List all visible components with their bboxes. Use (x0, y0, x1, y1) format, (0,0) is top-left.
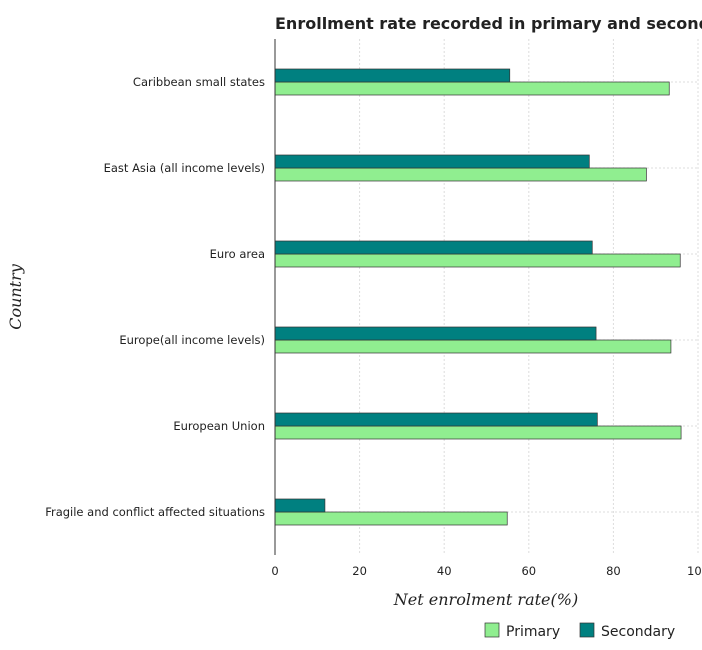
y-category-label: European Union (173, 419, 265, 433)
x-tick-label: 20 (352, 564, 367, 578)
y-categories: Caribbean small states East Asia (all inc… (45, 75, 265, 519)
bar-primary (274, 339, 672, 354)
bar-primary (274, 81, 670, 96)
y-category-label: East Asia (all income levels) (104, 161, 265, 175)
bar-secondary (274, 326, 597, 341)
legend-swatch (579, 622, 595, 638)
x-tick-label: 100 (687, 564, 702, 578)
grid (274, 39, 699, 555)
x-ticks: 0 20 40 60 80 100 (271, 564, 702, 578)
bar-primary (274, 167, 647, 182)
x-tick-label: 0 (271, 564, 278, 578)
bar-secondary (274, 68, 511, 83)
bar-secondary (274, 154, 590, 169)
bar-secondary (274, 240, 593, 255)
legend-swatch (484, 622, 500, 638)
bars (274, 68, 682, 526)
legend-label: Secondary (601, 624, 675, 640)
y-category-label: Caribbean small states (133, 75, 265, 89)
bar-primary (274, 253, 681, 268)
bar-secondary (274, 412, 598, 427)
bar-primary (274, 425, 682, 440)
y-category-label: Euro area (210, 247, 265, 261)
y-category-label: Europe(all income levels) (119, 333, 265, 347)
x-tick-label: 80 (606, 564, 621, 578)
bar-secondary (274, 498, 326, 513)
bar-primary (274, 511, 508, 526)
y-category-label: Fragile and conflict affected situations (45, 505, 265, 519)
legend: Primary Secondary (484, 622, 675, 640)
x-axis-label: Net enrolment rate(%) (393, 590, 578, 609)
x-tick-label: 40 (437, 564, 452, 578)
legend-label: Primary (506, 624, 560, 640)
y-axis-label: Country (6, 263, 25, 330)
x-tick-label: 60 (521, 564, 536, 578)
chart-title: Enrollment rate recorded in primary and … (275, 14, 702, 33)
